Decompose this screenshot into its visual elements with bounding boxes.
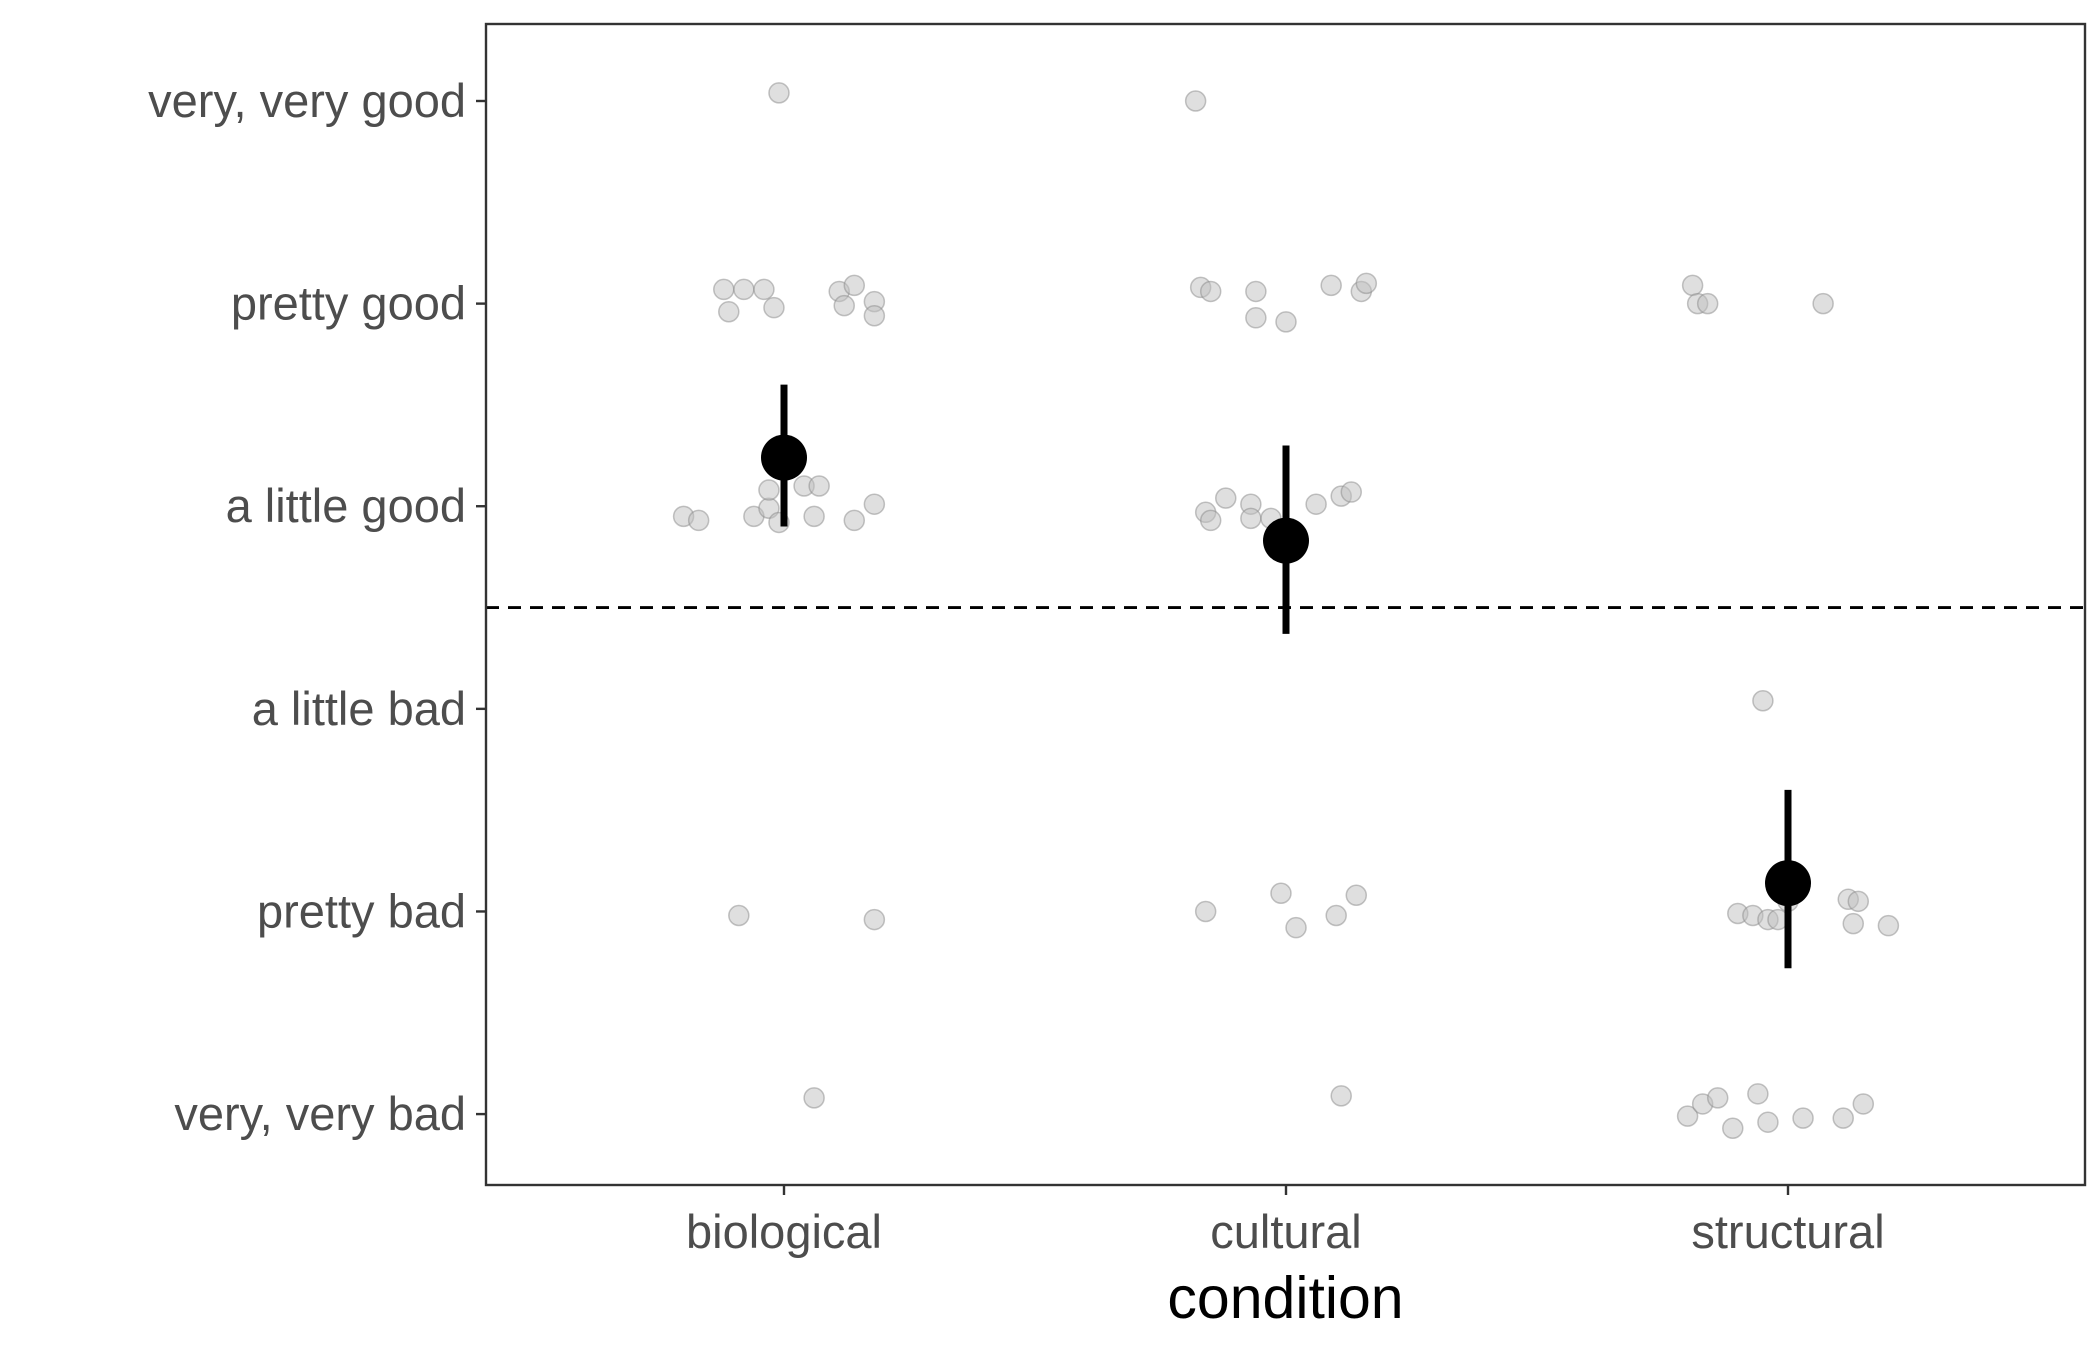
data-point — [803, 1087, 825, 1109]
data-point — [1199, 280, 1222, 303]
data-point — [733, 278, 755, 301]
data-point — [1285, 916, 1307, 939]
y-axis: very, very bad pretty bad a little bad a li… — [148, 74, 486, 1140]
data-point — [803, 505, 825, 528]
mean-point — [1765, 860, 1811, 907]
data-point — [1757, 1111, 1779, 1133]
data-point — [1194, 900, 1217, 923]
data-point — [863, 908, 886, 931]
data-point — [863, 305, 886, 327]
jittered-points-layer — [672, 82, 1900, 1140]
data-point — [1240, 507, 1262, 530]
data-point — [1199, 509, 1222, 532]
data-point — [1325, 904, 1347, 927]
data-point — [758, 479, 780, 501]
data-point — [843, 509, 866, 532]
data-point — [1706, 1087, 1729, 1109]
x-tick-label: biological — [686, 1205, 882, 1258]
data-point — [1355, 272, 1378, 295]
y-tick-label: very, very good — [148, 74, 466, 127]
data-point — [1847, 890, 1870, 913]
data-point — [1852, 1093, 1875, 1115]
data-point — [1722, 1117, 1744, 1140]
data-point — [1696, 292, 1719, 315]
data-point — [1305, 493, 1327, 515]
data-point — [1184, 90, 1207, 112]
data-point — [843, 274, 866, 297]
data-point — [808, 475, 830, 497]
data-point — [763, 296, 785, 319]
mean-point — [761, 434, 807, 481]
data-point — [1275, 311, 1297, 333]
x-tick-label: cultural — [1210, 1205, 1362, 1258]
data-point — [753, 278, 775, 301]
data-point — [1345, 884, 1368, 907]
data-point — [768, 82, 790, 104]
data-point — [728, 904, 750, 927]
x-axis: biological cultural structural — [686, 1185, 1885, 1258]
data-point — [1270, 882, 1292, 904]
data-point — [1245, 307, 1267, 329]
summary-layer — [761, 384, 1811, 969]
data-point — [1330, 1085, 1352, 1107]
data-point — [718, 300, 740, 323]
data-point — [1842, 912, 1865, 935]
data-point — [1877, 914, 1900, 937]
data-point — [863, 493, 886, 515]
data-point — [1320, 274, 1342, 297]
y-tick-label: very, very bad — [174, 1087, 466, 1140]
y-tick-label: pretty bad — [257, 884, 466, 937]
data-point — [833, 294, 855, 317]
data-point — [1676, 1105, 1699, 1127]
x-axis-title: condition — [1167, 1265, 1403, 1331]
data-point — [1792, 1107, 1814, 1129]
mean-point — [1263, 517, 1309, 564]
x-tick-label: structural — [1691, 1205, 1884, 1258]
data-point — [687, 509, 710, 532]
data-point — [1752, 689, 1774, 712]
data-point — [1340, 481, 1363, 503]
y-tick-label: a little good — [226, 479, 466, 532]
y-tick-label: pretty good — [231, 277, 466, 330]
data-point — [1215, 487, 1237, 509]
data-point — [713, 278, 735, 301]
data-point — [1832, 1107, 1854, 1129]
y-tick-label: a little bad — [252, 682, 466, 735]
data-point — [1747, 1083, 1769, 1105]
data-point — [1681, 274, 1704, 297]
data-point — [1812, 292, 1834, 315]
data-point — [1245, 280, 1267, 303]
